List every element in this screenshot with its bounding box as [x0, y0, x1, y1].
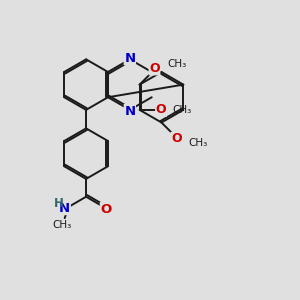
Text: N: N — [59, 202, 70, 214]
Text: CH₃: CH₃ — [188, 138, 208, 148]
Text: CH₃: CH₃ — [167, 59, 186, 69]
Text: O: O — [149, 62, 160, 75]
Text: H: H — [53, 197, 63, 210]
Text: O: O — [100, 203, 112, 216]
Text: O: O — [171, 132, 182, 146]
Text: N: N — [124, 105, 135, 118]
Text: CH₃: CH₃ — [52, 220, 71, 230]
Text: CH₃: CH₃ — [172, 105, 191, 115]
Text: O: O — [156, 103, 166, 116]
Text: N: N — [124, 52, 135, 65]
